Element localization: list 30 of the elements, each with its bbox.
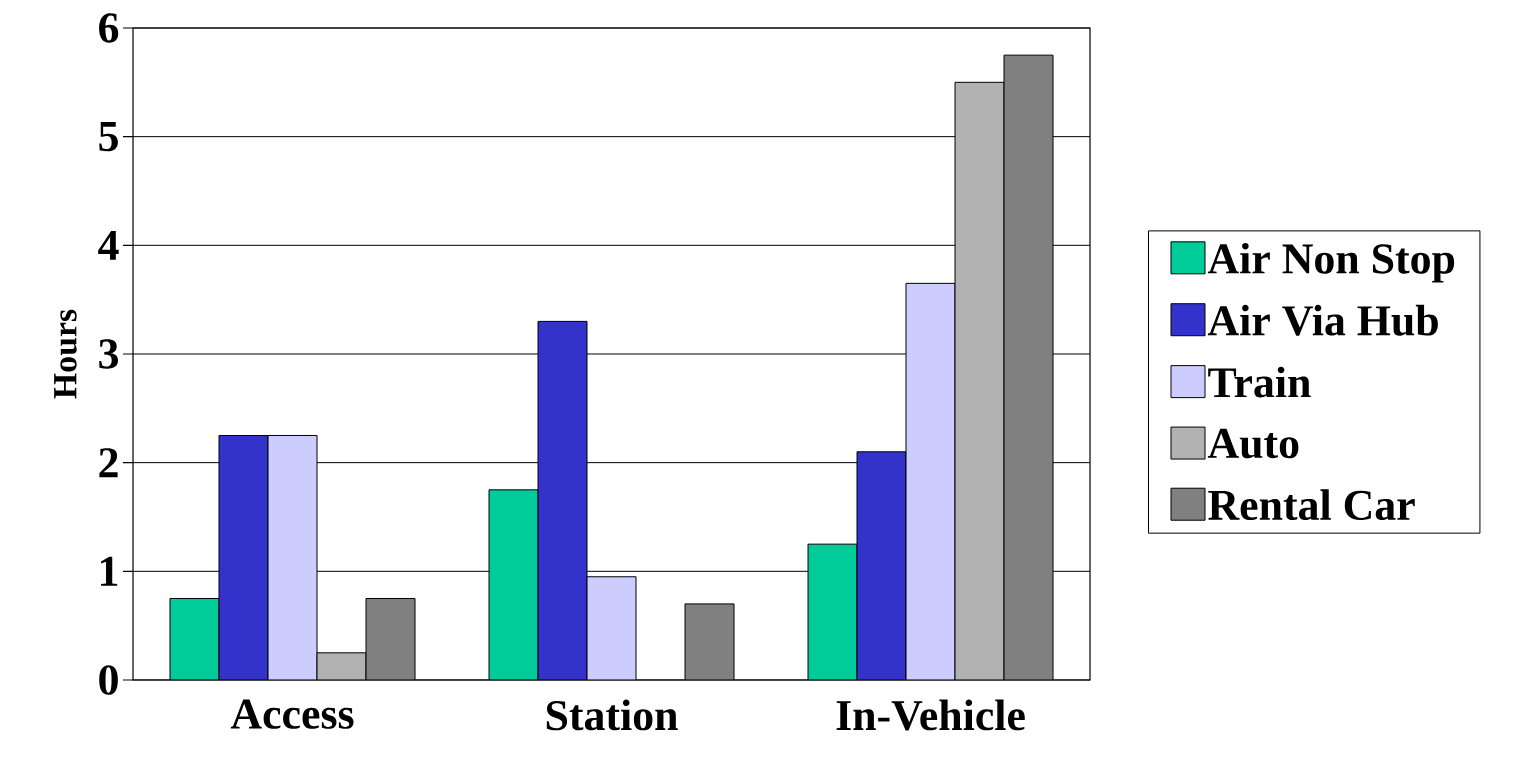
legend-label: Air Via Hub [1207, 304, 1438, 336]
y-tick-label: 6 [99, 13, 119, 43]
bar [267, 434, 318, 680]
bar [586, 576, 637, 680]
y-tick-label: 5 [99, 122, 118, 152]
bar [1003, 54, 1054, 680]
y-tick-label: 4 [98, 230, 119, 260]
y-tick-label: 3 [99, 339, 118, 369]
legend-label: Auto [1207, 428, 1299, 459]
bar [684, 603, 735, 680]
bar [954, 81, 1005, 680]
y-axis-title: Hours [54, 309, 77, 399]
x-tick-label: In-Vehicle [836, 699, 1025, 731]
bar [218, 434, 269, 680]
x-tick-label: Station [546, 699, 678, 731]
y-tick-label: 2 [99, 448, 118, 478]
bar [856, 451, 907, 680]
legend-label: Rental Car [1208, 489, 1415, 521]
bar [807, 543, 858, 680]
bar [316, 652, 367, 680]
bar [488, 489, 539, 680]
y-tick-label: 1 [101, 556, 118, 586]
legend-label: Air Non Stop [1207, 242, 1455, 283]
bar [537, 320, 588, 680]
x-tick-label: Access [230, 699, 354, 729]
y-tick-label: 0 [99, 665, 118, 695]
legend-label: Train [1208, 366, 1311, 398]
bar [169, 597, 220, 680]
bar [905, 282, 956, 680]
bar [365, 597, 416, 680]
